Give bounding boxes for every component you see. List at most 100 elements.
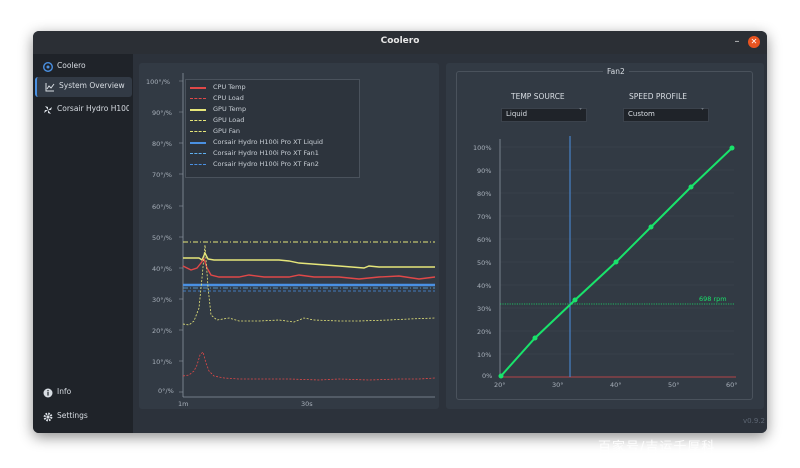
legend-item: CPU Temp [190,83,358,93]
sidebar-item-label: System Overview [59,81,125,90]
legend-swatch [190,164,206,165]
y-tick-label: 0% [482,372,493,380]
profile-point[interactable] [498,373,504,379]
profile-point[interactable] [532,335,538,341]
line-chart-icon [45,83,55,92]
sidebar-item-label: Settings [57,411,88,420]
y-tick-label: 10°/% [152,358,172,366]
chevron-down-icon: ˅ [701,108,704,115]
legend-label: GPU Temp [213,105,247,113]
fan-icon [44,106,52,114]
y-tick-label: 0°/% [158,387,174,395]
legend-label: CPU Load [213,94,244,102]
rpm-label: 698 rpm [699,295,727,303]
profile-point[interactable] [572,297,578,303]
legend-swatch [190,131,206,132]
y-tick-label: 80°/% [152,140,172,148]
legend-label: Corsair Hydro H100i Pro XT Fan2 [213,160,319,168]
legend-swatch [190,98,206,99]
y-tick-label: 70°/% [152,171,172,179]
y-tick-label: 20% [477,328,492,336]
x-tick-label: 30° [552,381,564,389]
y-tick-label: 50°/% [152,234,172,242]
title-bar: Coolero – ✕ [33,31,767,55]
cpu-load-line [182,351,436,381]
y-tick-label: 100% [473,144,492,152]
chart-axes [179,73,435,398]
legend-swatch [190,153,206,154]
legend-label: CPU Temp [213,83,246,91]
x-tick-label: 40° [610,381,622,389]
fan-title: Fan2 [603,67,629,76]
sidebar-item-system-overview[interactable]: System Overview [35,77,132,97]
x-tick-label: 20° [494,381,506,389]
profile-point[interactable] [688,184,694,190]
system-chart [179,73,436,398]
profile-point[interactable] [648,224,654,230]
legend-item: Corsair Hydro H100i Pro XT Liquid [190,138,358,148]
version-label: v0.9.2 [743,417,765,425]
speed-profile-chart[interactable] [446,63,764,409]
fan-profile-panel: Fan2 TEMP SOURCE SPEED PROFILE Liquid ˅ … [446,63,764,409]
gpu-load-line [182,244,436,326]
profile-grid [500,146,734,355]
y-tick-label: 90°/% [152,109,172,117]
legend-label: GPU Fan [213,127,241,135]
y-tick-label: 30°/% [152,296,172,304]
watermark: 百家号/吉运千厚科 [598,440,716,455]
chevron-down-icon: ˅ [579,108,582,115]
y-tick-label: 30% [477,305,492,313]
y-tick-label: 100°/% [146,78,171,86]
sidebar-item-label: Corsair Hydro H100i Pro XT [57,104,129,113]
app-window: Coolero – ✕ Coolero System Overview Cors… [33,31,767,433]
y-tick-label: 60% [477,236,492,244]
system-overview-panel: 100°/% 90°/% 80°/% 70°/% 60°/% 50°/% 40°… [139,63,439,409]
sidebar-item-info[interactable]: Info [35,383,130,403]
legend-label: Corsair Hydro H100i Pro XT Liquid [213,138,324,146]
window-title: Coolero [380,36,420,46]
legend-item: Corsair Hydro H100i Pro XT Fan1 [190,149,358,159]
legend-item: GPU Temp [190,105,358,115]
minimize-button[interactable]: – [734,36,740,47]
profile-point[interactable] [729,145,735,151]
y-tick-label: 10% [477,351,492,359]
legend-label: GPU Load [213,116,245,124]
x-tick-label: 50° [668,381,680,389]
x-tick-label: 1m [178,400,189,408]
speed-profile-label: SPEED PROFILE [629,92,688,101]
sidebar-item-settings[interactable]: Settings [35,407,130,427]
temp-source-label: TEMP SOURCE [511,92,565,101]
sidebar-item-label: Info [57,387,72,396]
y-tick-label: 90% [477,167,492,175]
x-tick-label: 30s [301,400,313,408]
gear-icon [43,412,53,422]
y-tick-label: 40% [477,282,492,290]
legend-item: Corsair Hydro H100i Pro XT Fan2 [190,160,358,170]
sidebar-item-device[interactable]: Corsair Hydro H100i Pro XT [35,100,130,120]
profile-points [498,145,735,379]
y-tick-label: 50% [477,259,492,267]
main-content: 100°/% 90°/% 80°/% 70°/% 60°/% 50°/% 40°… [133,54,767,433]
temp-source-dropdown[interactable]: Liquid ˅ [501,108,587,122]
legend-swatch [190,120,206,121]
temp-source-value: Liquid [506,110,528,118]
speed-profile-value: Custom [628,110,655,118]
legend-item: GPU Load [190,116,358,126]
info-icon [43,388,53,398]
chart-legend: CPU Temp CPU Load GPU Temp GPU Load GPU … [185,79,360,178]
legend-item: CPU Load [190,94,358,104]
sidebar: Coolero System Overview Corsair Hydro H1… [33,54,133,433]
profile-point[interactable] [613,259,619,265]
legend-swatch [190,109,206,111]
y-tick-label: 80% [477,190,492,198]
sidebar-item-coolero[interactable]: Coolero [35,57,130,77]
gpu-temp-line [183,251,435,269]
y-tick-label: 70% [477,213,492,221]
y-tick-label: 60°/% [152,203,172,211]
close-button[interactable]: ✕ [748,36,760,48]
legend-label: Corsair Hydro H100i Pro XT Fan1 [213,149,319,157]
x-tick-label: 60° [726,381,738,389]
cpu-temp-line [182,257,436,280]
legend-item: GPU Fan [190,127,358,137]
speed-profile-dropdown[interactable]: Custom ˅ [623,108,709,122]
